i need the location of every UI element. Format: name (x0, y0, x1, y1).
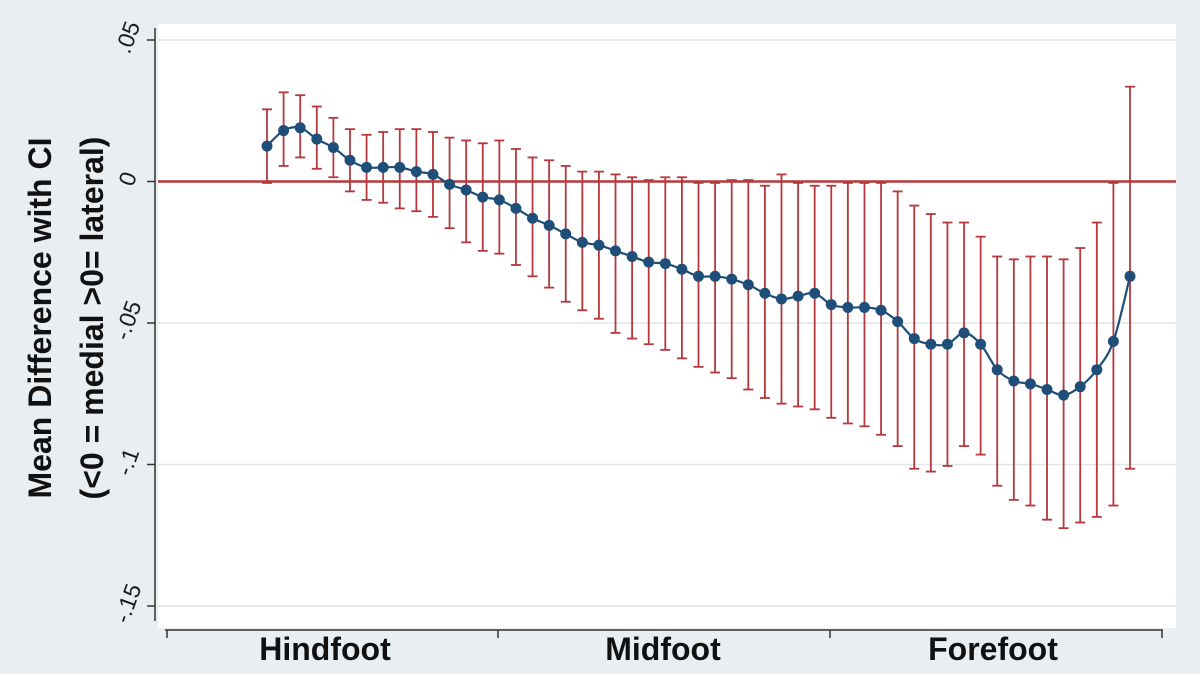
data-point (560, 228, 572, 240)
data-point (377, 161, 389, 173)
data-point (925, 338, 937, 350)
data-point (576, 236, 588, 248)
data-point (344, 154, 356, 166)
data-point (842, 301, 854, 313)
data-point (1024, 378, 1036, 390)
data-point (1008, 375, 1020, 387)
data-points (261, 122, 1136, 401)
x-category-label: Forefoot (928, 631, 1058, 667)
data-point (659, 258, 671, 270)
data-point (875, 304, 887, 316)
data-point (1124, 270, 1136, 282)
plot-area (158, 24, 1176, 628)
data-point (543, 219, 555, 231)
data-point (410, 166, 422, 178)
data-point (858, 301, 870, 313)
data-point (610, 245, 622, 257)
data-point (1074, 381, 1086, 393)
data-point (908, 333, 920, 345)
data-point (510, 202, 522, 214)
data-point (626, 250, 638, 262)
data-point (394, 161, 406, 173)
data-point (327, 142, 339, 154)
data-point (941, 338, 953, 350)
x-category-label: Hindfoot (259, 631, 391, 667)
data-point (709, 270, 721, 282)
data-point (294, 122, 306, 134)
data-point (643, 256, 655, 268)
data-point (493, 194, 505, 206)
y-axis-title-line2: (<0 = medial >0= lateral) (74, 137, 110, 500)
data-point (278, 125, 290, 137)
data-point (742, 279, 754, 291)
data-point (676, 263, 688, 275)
data-point (975, 338, 987, 350)
error-bar (776, 173, 787, 405)
data-point (892, 316, 904, 328)
data-point (693, 270, 704, 282)
x-ticks: Hindfoot Midfoot Forefoot (166, 630, 1163, 667)
data-point (477, 191, 489, 203)
data-point (1058, 389, 1070, 401)
data-point (427, 168, 439, 180)
data-point (261, 140, 273, 152)
data-point (1091, 364, 1103, 376)
data-point (759, 287, 771, 299)
y-axis-title-line1: Mean Difference with CI (22, 138, 58, 499)
data-point (958, 327, 970, 339)
data-point (1041, 384, 1053, 396)
data-point (991, 364, 1003, 376)
data-point (1107, 335, 1119, 347)
data-point (361, 161, 373, 173)
data-point (527, 212, 539, 224)
data-point (792, 290, 804, 302)
data-point (825, 299, 837, 311)
data-point (460, 184, 472, 196)
data-point (311, 133, 323, 145)
data-point (444, 178, 456, 190)
data-point (593, 239, 605, 251)
data-point (726, 273, 738, 285)
y-axis-title: Mean Difference with CI (<0 = medial >0=… (22, 137, 110, 500)
data-point (809, 287, 821, 299)
data-point (775, 293, 787, 305)
x-category-label: Midfoot (605, 631, 721, 667)
